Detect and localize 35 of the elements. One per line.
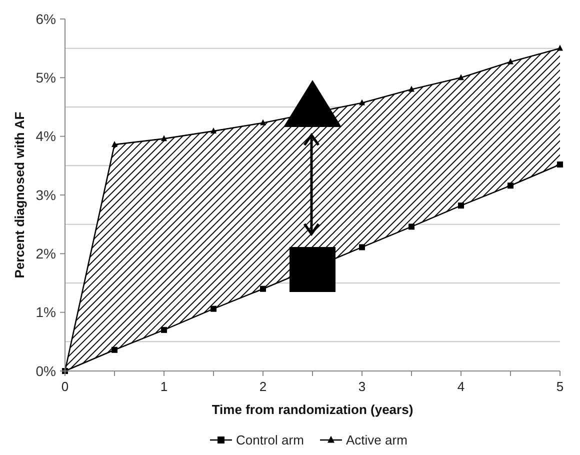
legend-label: Active arm	[346, 432, 408, 448]
point	[408, 86, 414, 92]
point	[112, 140, 118, 147]
x-tick-label: 1	[160, 379, 168, 394]
y-tick-label: 5%	[36, 70, 56, 86]
point	[210, 306, 216, 312]
point	[210, 127, 216, 134]
point	[359, 99, 365, 106]
point	[557, 161, 563, 168]
x-axis-title: Time from randomization (years)	[212, 402, 414, 417]
y-tick-label: 1%	[36, 304, 56, 320]
point	[458, 202, 464, 209]
y-tick-label: 0%	[36, 362, 56, 379]
y-tick-label: 3%	[36, 186, 56, 203]
y-tick-label: 6%	[36, 10, 56, 27]
y-tick-label: 4%	[36, 128, 56, 144]
point	[508, 58, 514, 64]
point	[408, 224, 414, 230]
x-tick-label: 2	[259, 379, 267, 394]
legend-label: Control arm	[236, 432, 304, 448]
y-tick-label: 2%	[36, 246, 56, 262]
point	[557, 44, 563, 51]
point	[260, 286, 266, 292]
point	[161, 135, 167, 142]
point	[112, 346, 118, 353]
x-tick-label: 0	[61, 379, 69, 394]
y-axis-title: Percent diagnosed with AF	[12, 112, 27, 278]
point	[508, 182, 514, 189]
x-tick-label: 4	[457, 379, 465, 394]
x-tick-label: 5	[556, 379, 564, 394]
x-tick-label: 3	[358, 379, 366, 394]
point	[359, 244, 365, 250]
point	[260, 119, 266, 126]
point	[161, 326, 167, 333]
point	[458, 74, 464, 80]
